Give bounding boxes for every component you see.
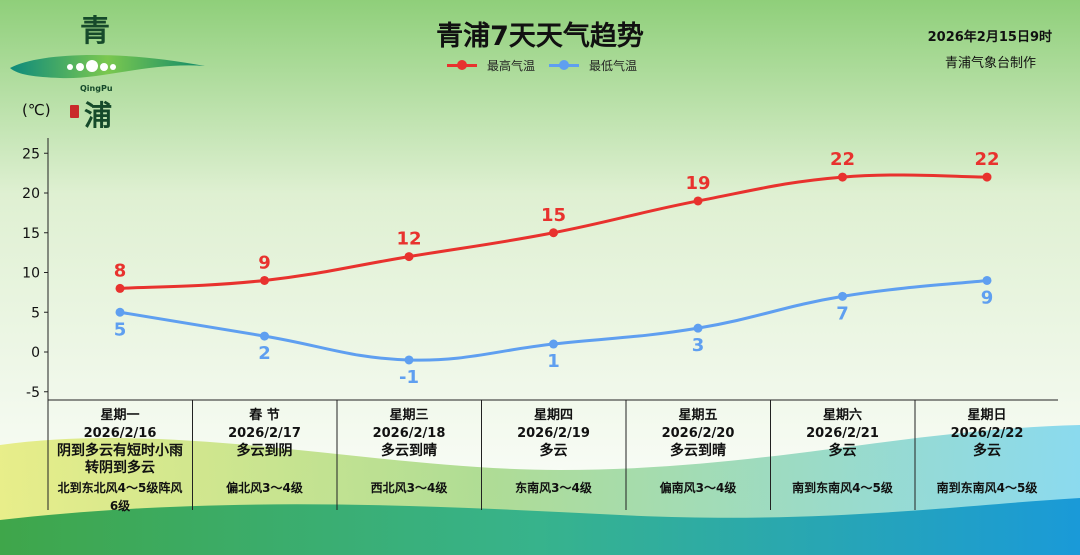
day-wind: 北到东北风4～5级阵风6级 — [57, 481, 183, 513]
logo-character-top: 青 — [80, 14, 110, 49]
high-temp-label: 9 — [258, 252, 271, 273]
issuer: 青浦气象台制作 — [944, 56, 1036, 71]
day-date: 2026/2/20 — [661, 426, 735, 441]
low-temp-point — [838, 291, 847, 301]
high-temp-point — [260, 275, 269, 285]
low-temp-label: 3 — [692, 335, 705, 356]
y-tick-label: 25 — [22, 146, 40, 162]
forecast-day: 星期六 2026/2/21 多云南到东南风4～5级 — [771, 402, 915, 497]
day-name: 星期一 — [100, 408, 140, 423]
forecast-day: 星期日 2026/2/22 多云南到东南风4～5级 — [915, 402, 1059, 497]
low-temp-label: 2 — [258, 343, 271, 364]
day-condition: 多云 — [828, 443, 857, 459]
forecast-day: 星期五 2026/2/20 多云到晴偏南风3～4级 — [626, 402, 770, 497]
logo-subtitle: QingPu — [80, 84, 113, 93]
low-temp-label: 7 — [836, 303, 849, 324]
day-condition: 阴到多云有短时小雨转阴到多云 — [57, 443, 183, 476]
legend-item-low: 最低气温 — [549, 57, 637, 74]
low-temp-label: -1 — [399, 367, 419, 388]
day-date: 2026/2/19 — [517, 426, 590, 441]
forecast-day: 春 节 2026/2/17 多云到阴偏北风3～4级 — [193, 402, 337, 497]
day-condition: 多云到晴 — [670, 443, 726, 459]
day-date: 2026/2/22 — [950, 426, 1024, 441]
legend-low-label: 最低气温 — [589, 59, 638, 73]
legend-low-marker — [549, 60, 580, 70]
day-condition: 多云 — [973, 443, 1001, 459]
day-wind: 西北风3～4级 — [370, 481, 448, 495]
low-temp-label: 9 — [981, 287, 994, 308]
legend: 最高气温 最低气温 — [447, 57, 651, 74]
low-temp-label: 1 — [547, 351, 560, 372]
legend-item-high: 最高气温 — [447, 57, 535, 74]
high-temp-point — [838, 172, 847, 182]
day-date: 2026/2/21 — [806, 426, 879, 441]
forecast-day: 星期四 2026/2/19 多云东南风3～4级 — [482, 402, 626, 497]
day-name: 春 节 — [249, 408, 280, 423]
low-temp-point — [549, 339, 558, 349]
page-title: 青浦7天天气趋势 — [436, 21, 644, 52]
low-temp-point — [693, 323, 703, 333]
day-date: 2026/2/16 — [83, 426, 157, 441]
day-date: 2026/2/17 — [228, 426, 301, 441]
high-temp-label: 22 — [974, 149, 999, 170]
issue-time: 2026年2月15日9时 — [927, 30, 1052, 45]
high-temp-point — [549, 228, 558, 238]
legend-high-label: 最高气温 — [487, 59, 536, 73]
y-tick-label: 5 — [31, 305, 40, 321]
forecast-day: 星期一 2026/2/16 阴到多云有短时小雨转阴到多云 北到东北风4～5级阵风6级 — [48, 402, 192, 515]
day-name: 星期五 — [678, 408, 718, 423]
high-temp-label: 15 — [541, 205, 566, 226]
day-condition: 多云 — [539, 443, 568, 459]
day-wind: 偏北风3～4级 — [226, 481, 303, 495]
day-name: 星期三 — [389, 408, 429, 423]
day-condition: 多云到晴 — [381, 443, 437, 459]
high-temp-label: 22 — [830, 149, 855, 170]
low-temp-point — [115, 307, 125, 317]
high-temp-point — [693, 196, 703, 206]
day-name: 星期六 — [822, 408, 862, 423]
low-temp-point — [404, 355, 414, 365]
day-condition: 多云到阴 — [236, 443, 293, 459]
high-temp-point — [404, 252, 414, 262]
day-wind: 南到东南风4～5级 — [936, 481, 1038, 495]
y-tick-label: 15 — [22, 226, 40, 242]
day-wind: 偏南风3～4级 — [659, 481, 737, 495]
y-tick-label: 10 — [22, 266, 40, 282]
logo-seal — [70, 105, 79, 118]
forecast-day: 星期三 2026/2/18 多云到晴西北风3～4级 — [337, 402, 481, 497]
high-temp-point — [115, 283, 125, 293]
low-temp-point — [982, 275, 992, 285]
y-tick-label: 0 — [31, 345, 40, 361]
high-temp-label: 19 — [685, 173, 710, 194]
low-temp-label: 5 — [114, 319, 127, 340]
day-name: 星期日 — [967, 408, 1007, 423]
day-wind: 南到东南风4～5级 — [792, 481, 893, 495]
high-temp-label: 12 — [396, 229, 421, 250]
low-temp-point — [260, 331, 269, 341]
day-wind: 东南风3～4级 — [515, 481, 592, 495]
legend-high-marker — [447, 60, 477, 70]
y-tick-label: 20 — [22, 186, 40, 202]
logo-character-bottom: 浦 — [84, 99, 113, 132]
day-name: 星期四 — [533, 408, 573, 423]
high-temp-point — [982, 172, 992, 182]
y-tick-label: -5 — [26, 385, 40, 401]
day-date: 2026/2/18 — [372, 426, 446, 441]
y-axis-unit: (℃) — [22, 101, 51, 119]
high-temp-label: 8 — [114, 260, 127, 281]
